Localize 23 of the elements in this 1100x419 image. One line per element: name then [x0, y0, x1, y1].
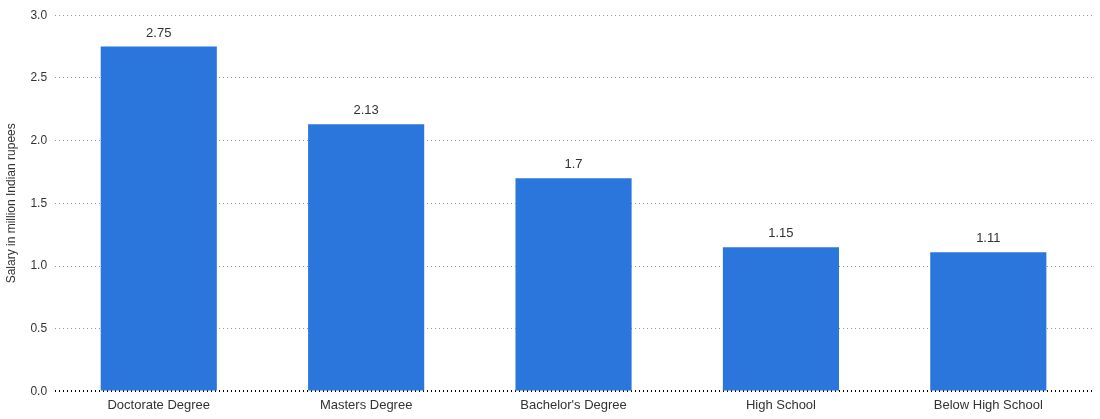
data-label: 1.15: [768, 225, 794, 241]
y-axis-title: Salary in million Indian rupees: [3, 123, 18, 284]
x-tick-label: Bachelor's Degree: [520, 396, 627, 412]
bar: [100, 46, 217, 391]
x-tick-label: Doctorate Degree: [107, 396, 211, 412]
text: 1.0: [30, 258, 48, 273]
bar: [722, 247, 839, 391]
x-tick-label: Below High School: [933, 396, 1043, 412]
text: 2.0: [30, 132, 48, 147]
text: 2.5: [30, 70, 48, 85]
text: 3.0: [30, 7, 48, 22]
data-label: 1.7: [564, 156, 583, 172]
data-label: 1.11: [976, 230, 1001, 246]
bar: [308, 124, 425, 391]
bar: [930, 252, 1047, 391]
text: 1.5: [30, 195, 48, 210]
data-label: 2.13: [353, 102, 379, 118]
x-tick-label: High School: [745, 396, 817, 412]
x-tick-label: Masters Degree: [319, 396, 413, 412]
text: 0.0: [30, 383, 48, 398]
text: 0.5: [30, 321, 48, 336]
bar: [515, 178, 632, 391]
data-label: 2.75: [146, 24, 172, 40]
